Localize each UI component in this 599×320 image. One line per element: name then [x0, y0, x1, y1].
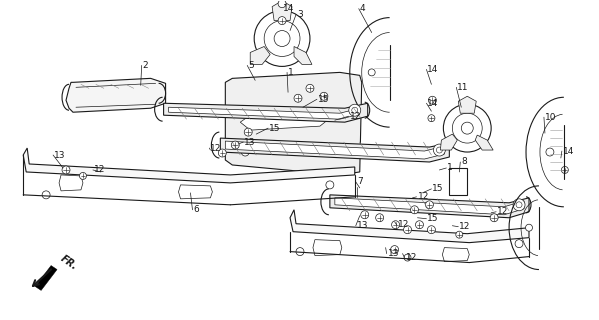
Circle shape	[326, 181, 334, 189]
Circle shape	[410, 206, 419, 214]
Circle shape	[434, 144, 446, 156]
Text: 14: 14	[283, 4, 295, 13]
Circle shape	[320, 92, 328, 100]
Text: 15: 15	[428, 214, 439, 223]
Text: 12: 12	[94, 165, 105, 174]
Text: 12: 12	[418, 192, 429, 201]
Circle shape	[428, 115, 435, 122]
Text: 14: 14	[428, 65, 439, 74]
Text: 14: 14	[563, 147, 574, 156]
Circle shape	[428, 226, 435, 234]
Polygon shape	[475, 135, 493, 150]
Polygon shape	[330, 195, 529, 218]
Text: 4: 4	[360, 4, 365, 13]
Circle shape	[219, 149, 226, 157]
Text: 1: 1	[447, 164, 453, 172]
Circle shape	[62, 166, 70, 174]
Polygon shape	[225, 72, 362, 175]
Circle shape	[490, 214, 498, 222]
Polygon shape	[440, 134, 457, 150]
Circle shape	[244, 128, 252, 136]
Text: 8: 8	[461, 157, 467, 166]
Text: 10: 10	[545, 113, 556, 122]
Text: FR.: FR.	[59, 253, 80, 272]
Text: 11: 11	[457, 83, 469, 92]
Circle shape	[515, 240, 523, 248]
Circle shape	[437, 147, 443, 153]
Polygon shape	[240, 110, 330, 130]
Circle shape	[368, 69, 375, 76]
Text: 3: 3	[297, 10, 302, 19]
Text: 14: 14	[428, 99, 439, 108]
Circle shape	[294, 94, 302, 102]
Text: 15: 15	[318, 95, 329, 104]
Circle shape	[361, 211, 369, 219]
Polygon shape	[225, 141, 444, 159]
Circle shape	[349, 104, 361, 116]
Text: 12: 12	[406, 253, 417, 262]
Circle shape	[306, 84, 314, 92]
Polygon shape	[220, 138, 449, 162]
Circle shape	[42, 191, 50, 199]
Circle shape	[274, 31, 290, 46]
Circle shape	[404, 254, 411, 261]
Text: 2: 2	[143, 61, 149, 70]
Text: 13: 13	[244, 138, 256, 147]
Text: 12: 12	[459, 222, 471, 231]
Circle shape	[428, 96, 437, 104]
Polygon shape	[272, 1, 292, 20]
Circle shape	[561, 166, 568, 173]
Polygon shape	[179, 185, 213, 199]
Circle shape	[392, 221, 400, 229]
Text: 13: 13	[388, 249, 399, 258]
Circle shape	[278, 0, 286, 8]
Circle shape	[456, 231, 463, 238]
Circle shape	[404, 226, 412, 234]
Text: 12: 12	[497, 207, 509, 216]
Polygon shape	[168, 107, 360, 119]
Text: 15: 15	[432, 184, 444, 193]
Circle shape	[516, 202, 522, 208]
Circle shape	[425, 201, 434, 209]
Polygon shape	[35, 266, 57, 291]
Text: 13: 13	[357, 221, 368, 230]
Circle shape	[391, 246, 398, 253]
Circle shape	[461, 122, 473, 134]
Text: 15: 15	[269, 124, 281, 132]
Polygon shape	[458, 96, 476, 113]
Circle shape	[296, 248, 304, 256]
Text: 6: 6	[193, 205, 199, 214]
Text: 5: 5	[248, 61, 254, 70]
Polygon shape	[443, 248, 469, 261]
Polygon shape	[164, 103, 368, 122]
Circle shape	[513, 199, 525, 211]
Circle shape	[416, 221, 423, 229]
Circle shape	[546, 148, 554, 156]
Circle shape	[241, 148, 249, 156]
Circle shape	[278, 17, 286, 25]
Polygon shape	[66, 78, 165, 112]
Polygon shape	[23, 148, 355, 183]
Circle shape	[352, 107, 358, 113]
Polygon shape	[250, 46, 270, 64]
Polygon shape	[313, 240, 342, 256]
Polygon shape	[290, 210, 529, 243]
Polygon shape	[449, 168, 467, 195]
Polygon shape	[335, 198, 524, 215]
Text: 12: 12	[210, 144, 222, 153]
Circle shape	[525, 224, 533, 231]
Text: 13: 13	[54, 150, 65, 160]
Text: 12: 12	[398, 220, 409, 229]
Circle shape	[336, 144, 344, 152]
Circle shape	[80, 172, 86, 180]
Polygon shape	[294, 46, 312, 64]
Text: 12: 12	[350, 112, 361, 121]
Polygon shape	[59, 175, 83, 191]
Circle shape	[376, 214, 383, 222]
Text: 1: 1	[288, 68, 294, 77]
Circle shape	[231, 141, 239, 149]
Text: 7: 7	[357, 177, 362, 187]
